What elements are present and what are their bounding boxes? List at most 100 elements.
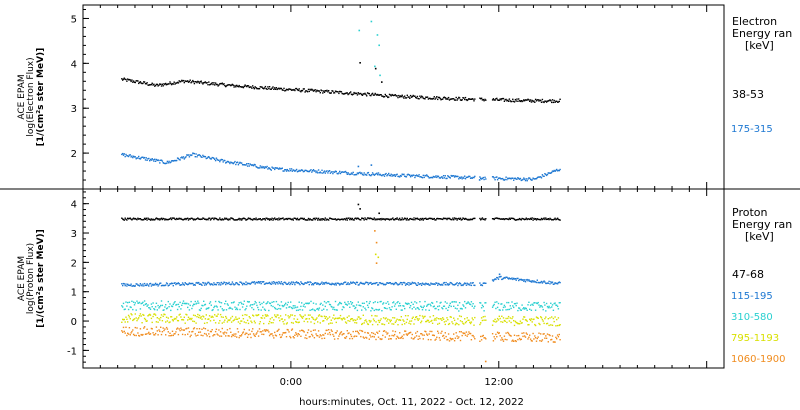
data-point-1060-1900 bbox=[155, 326, 158, 328]
data-point-115-195 bbox=[219, 284, 222, 286]
data-point-310-580 bbox=[442, 305, 445, 307]
data-point-115-195 bbox=[374, 282, 376, 285]
data-point-38-53 bbox=[527, 98, 529, 100]
data-point-47-68 bbox=[537, 218, 539, 220]
data-point-795-1193 bbox=[388, 319, 391, 321]
data-point-175-315 bbox=[386, 175, 388, 177]
data-point-175-315 bbox=[245, 164, 247, 166]
data-point-47-68 bbox=[156, 217, 158, 220]
data-point-795-1193 bbox=[458, 323, 460, 326]
data-point-115-195 bbox=[127, 283, 129, 285]
data-point-115-195 bbox=[163, 284, 165, 287]
data-point-175-315 bbox=[252, 165, 255, 167]
data-point-795-1193 bbox=[154, 313, 156, 315]
data-point-115-195 bbox=[238, 284, 240, 286]
data-point-47-68 bbox=[136, 219, 138, 221]
data-point-795-1193 bbox=[529, 319, 532, 322]
data-point-115-195 bbox=[417, 282, 419, 284]
data-point-47-68 bbox=[412, 219, 414, 221]
data-point-47-68 bbox=[315, 217, 317, 219]
data-point-47-68 bbox=[206, 218, 208, 220]
data-point-795-1193 bbox=[197, 313, 199, 316]
data-point-175-315 bbox=[426, 174, 428, 176]
data-point-310-580 bbox=[189, 304, 191, 307]
data-point-47-68 bbox=[367, 217, 370, 219]
data-point-47-68 bbox=[288, 218, 290, 220]
data-point-115-195 bbox=[540, 281, 542, 284]
data-point-115-195 bbox=[144, 284, 147, 286]
data-point-38-53 bbox=[416, 95, 419, 98]
data-point-175-315 bbox=[181, 156, 183, 158]
data-point-795-1193 bbox=[508, 320, 511, 322]
data-point-47-68 bbox=[409, 217, 412, 220]
data-point-38-53 bbox=[314, 89, 316, 91]
data-point-175-315 bbox=[376, 172, 378, 174]
data-point-310-580 bbox=[485, 302, 487, 304]
data-point-175-315 bbox=[306, 170, 309, 173]
data-point-115-195 bbox=[237, 283, 240, 286]
data-point-175-315 bbox=[394, 175, 397, 177]
data-point-1060-1900 bbox=[223, 333, 225, 335]
data-point-310-580 bbox=[297, 309, 299, 311]
data-point-47-68 bbox=[431, 218, 434, 220]
data-point-1060-1900 bbox=[379, 338, 381, 340]
data-point-1060-1900 bbox=[201, 328, 203, 330]
data-point-175-315 bbox=[453, 176, 456, 178]
data-point-1060-1900 bbox=[373, 336, 375, 338]
data-point-38-53 bbox=[467, 98, 469, 101]
data-point-310-580 bbox=[302, 305, 305, 307]
data-point-310-580 bbox=[551, 304, 554, 306]
data-point-115-195 bbox=[535, 281, 538, 284]
data-point-38-53 bbox=[408, 96, 410, 98]
data-point-310-580 bbox=[223, 309, 225, 311]
data-point-38-53 bbox=[556, 101, 559, 103]
data-point-310-580 bbox=[290, 301, 292, 303]
data-point-38-53 bbox=[448, 99, 451, 101]
data-point-38-53 bbox=[485, 99, 487, 101]
data-point-795-1193 bbox=[235, 316, 237, 318]
data-point-1060-1900 bbox=[371, 335, 374, 338]
data-point-38-53 bbox=[542, 101, 544, 103]
data-point-47-68 bbox=[308, 219, 310, 221]
data-point-38-53 bbox=[146, 82, 148, 84]
data-point-1060-1900 bbox=[270, 333, 272, 335]
data-point-47-68 bbox=[379, 218, 381, 220]
data-point-175-315 bbox=[280, 167, 283, 170]
data-point-795-1193 bbox=[189, 317, 191, 320]
data-point-47-68 bbox=[334, 218, 337, 220]
data-point-47-68 bbox=[270, 218, 272, 221]
data-point-38-53 bbox=[194, 81, 196, 83]
data-point-175-315 bbox=[269, 168, 272, 170]
data-point-47-68 bbox=[430, 217, 432, 220]
data-point-310-580 bbox=[162, 309, 164, 311]
data-point-47-68 bbox=[534, 218, 536, 220]
data-point-310-580 bbox=[544, 304, 546, 306]
data-point-310-580 bbox=[159, 306, 161, 308]
data-point-38-53 bbox=[552, 101, 555, 104]
data-point-1060-1900 bbox=[208, 333, 210, 335]
data-point-115-195 bbox=[482, 282, 484, 284]
data-point-47-68 bbox=[460, 219, 462, 221]
data-point-795-1193 bbox=[324, 317, 326, 319]
data-point-115-195 bbox=[322, 283, 324, 285]
data-point-115-195 bbox=[346, 283, 348, 285]
data-point-795-1193 bbox=[302, 315, 305, 318]
data-point-1060-1900 bbox=[241, 334, 243, 336]
data-point-47-68 bbox=[448, 217, 451, 220]
data-point-47-68 bbox=[253, 218, 256, 220]
data-point-47-68 bbox=[426, 218, 429, 220]
data-point-38-53 bbox=[509, 100, 511, 102]
data-point-115-195 bbox=[456, 282, 458, 284]
data-point-175-315 bbox=[499, 177, 501, 179]
data-point-47-68 bbox=[527, 218, 529, 220]
data-point-795-1193 bbox=[554, 316, 556, 318]
data-point-795-1193 bbox=[403, 320, 405, 322]
data-point-115-195 bbox=[369, 282, 371, 284]
data-point-47-68 bbox=[127, 217, 129, 219]
data-point-795-1193 bbox=[334, 317, 337, 319]
data-point-795-1193 bbox=[144, 318, 147, 321]
data-point-310-580 bbox=[295, 306, 297, 309]
data-point-310-580 bbox=[507, 308, 509, 311]
data-point-795-1193 bbox=[409, 323, 412, 325]
data-point-795-1193 bbox=[285, 314, 287, 316]
